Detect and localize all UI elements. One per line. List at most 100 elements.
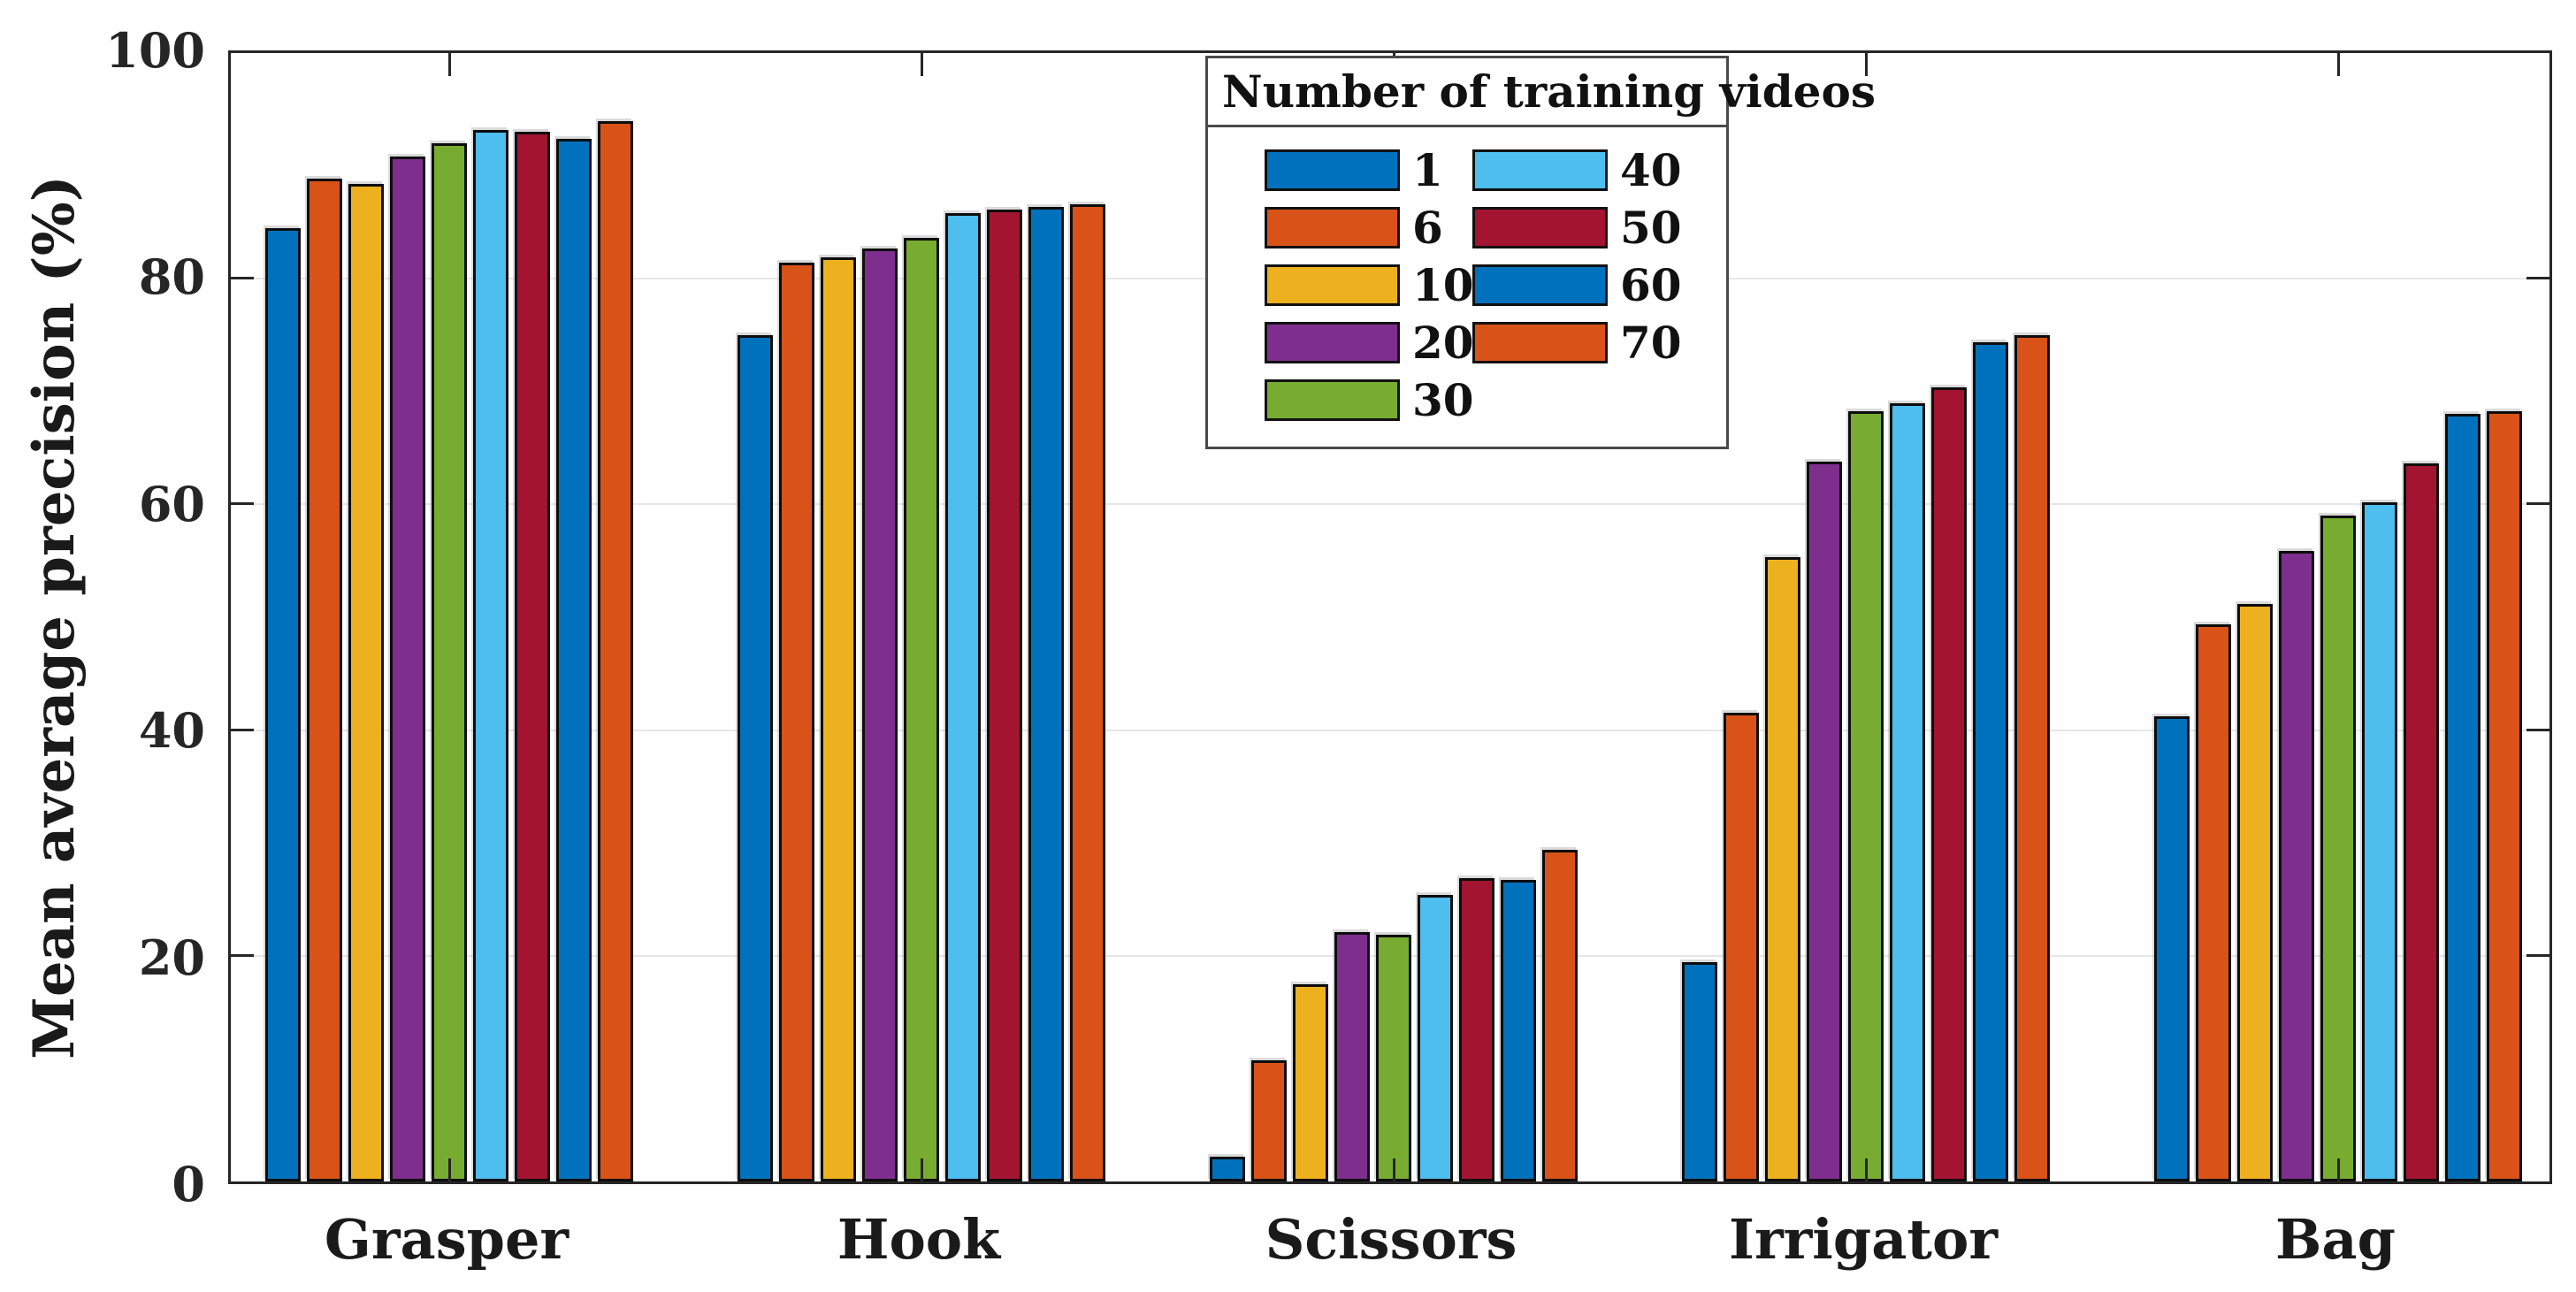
legend-swatch xyxy=(1265,379,1400,421)
legend-item-70: 70 xyxy=(1472,314,1717,371)
y-tick-label: 100 xyxy=(105,22,205,79)
legend-swatch xyxy=(1265,149,1400,191)
bar-hook-10 xyxy=(821,256,856,1181)
bar-bag-20 xyxy=(2279,550,2314,1181)
y-tick-label: 40 xyxy=(138,702,205,760)
y-tick-mark xyxy=(2526,728,2549,731)
bar-irrigator-6 xyxy=(1724,713,1759,1181)
legend-items: 1 6 10 20 30 40 50 60 70 xyxy=(1208,127,1726,447)
bar-scissors-60 xyxy=(1501,880,1536,1181)
bar-hook-50 xyxy=(987,210,1022,1181)
legend-item-label: 20 xyxy=(1412,317,1474,369)
bar-hook-70 xyxy=(1070,203,1105,1181)
x-tick-mark xyxy=(448,53,451,76)
gridline xyxy=(231,729,2549,731)
category-label-grasper: Grasper xyxy=(324,1207,569,1272)
bar-bag-40 xyxy=(2362,501,2397,1181)
legend-item-label: 50 xyxy=(1620,202,1682,254)
x-tick-mark xyxy=(2337,53,2340,76)
legend-item-1: 1 xyxy=(1265,141,1472,199)
legend-item-label: 1 xyxy=(1412,144,1443,196)
y-axis-label: Mean average precision (%) xyxy=(21,175,88,1059)
bar-grasper-70 xyxy=(598,120,633,1181)
legend-item-label: 10 xyxy=(1412,259,1474,311)
bar-hook-30 xyxy=(904,238,939,1181)
bar-hook-20 xyxy=(862,248,898,1181)
gridline xyxy=(231,503,2549,506)
bar-bag-70 xyxy=(2487,410,2522,1181)
legend-swatch xyxy=(1472,149,1608,191)
x-tick-mark xyxy=(2337,1158,2340,1181)
y-tick-mark xyxy=(2526,953,2549,957)
bar-scissors-50 xyxy=(1459,877,1494,1181)
category-label-hook: Hook xyxy=(837,1207,1001,1272)
bar-scissors-1 xyxy=(1210,1156,1245,1181)
legend-item-60: 60 xyxy=(1472,256,1717,314)
y-tick-mark xyxy=(2526,277,2549,280)
bar-hook-6 xyxy=(779,263,814,1181)
category-label-bag: Bag xyxy=(2275,1207,2396,1272)
y-tick-label: 20 xyxy=(138,929,205,986)
bar-hook-40 xyxy=(945,213,981,1181)
bar-hook-1 xyxy=(738,335,773,1181)
category-label-irrigator: Irrigator xyxy=(1728,1207,1999,1272)
bar-grasper-20 xyxy=(390,157,425,1181)
bar-grasper-50 xyxy=(515,132,550,1181)
legend-item-label: 6 xyxy=(1412,202,1443,254)
legend-item-label: 70 xyxy=(1620,317,1682,369)
legend-item-label: 30 xyxy=(1412,374,1474,426)
bar-irrigator-60 xyxy=(1973,341,2008,1181)
bar-group-hook xyxy=(738,53,1105,1181)
y-tick-mark xyxy=(231,728,254,731)
legend-swatch xyxy=(1472,322,1608,363)
bar-irrigator-30 xyxy=(1848,410,1884,1181)
bar-irrigator-40 xyxy=(1890,402,1925,1181)
bar-grasper-6 xyxy=(307,178,342,1181)
legend-item-30: 30 xyxy=(1265,371,1474,429)
bar-bag-60 xyxy=(2445,414,2480,1181)
y-tick-label: 80 xyxy=(138,248,205,306)
x-tick-mark xyxy=(1865,53,1868,76)
bar-grasper-40 xyxy=(473,129,508,1181)
y-tick-mark xyxy=(2526,502,2549,506)
legend-swatch xyxy=(1265,264,1400,306)
legend-swatch xyxy=(1265,207,1400,248)
bar-group-grasper xyxy=(265,53,633,1181)
y-tick-label: 0 xyxy=(172,1156,205,1212)
bar-scissors-10 xyxy=(1293,983,1328,1181)
bar-scissors-30 xyxy=(1376,934,1411,1181)
bar-hook-60 xyxy=(1028,206,1064,1181)
y-tick-mark xyxy=(231,953,254,957)
bar-irrigator-1 xyxy=(1682,962,1717,1181)
x-tick-mark xyxy=(1393,1158,1395,1181)
bar-group-scissors xyxy=(1210,53,1578,1181)
x-tick-mark xyxy=(1865,1158,1868,1181)
legend-item-40: 40 xyxy=(1472,141,1717,199)
legend-item-10: 10 xyxy=(1265,256,1474,314)
x-tick-mark xyxy=(921,53,923,76)
bar-grasper-10 xyxy=(348,184,384,1181)
bar-group-irrigator xyxy=(1682,53,2050,1181)
bar-bag-30 xyxy=(2320,516,2356,1181)
y-tick-label: 60 xyxy=(138,475,205,532)
x-tick-mark xyxy=(921,1158,923,1181)
y-tick-mark xyxy=(231,277,254,280)
bar-scissors-40 xyxy=(1418,894,1453,1181)
bar-scissors-20 xyxy=(1334,932,1370,1181)
legend-item-6: 6 xyxy=(1265,199,1472,256)
bar-bag-6 xyxy=(2196,623,2231,1181)
category-label-scissors: Scissors xyxy=(1265,1207,1517,1272)
bar-bag-50 xyxy=(2404,463,2439,1181)
bar-scissors-6 xyxy=(1251,1060,1287,1181)
legend-item-50: 50 xyxy=(1472,199,1717,256)
bar-bag-10 xyxy=(2237,603,2273,1181)
bar-irrigator-20 xyxy=(1807,461,1842,1181)
legend: Number of training videos 1 6 10 20 30 40 50 60… xyxy=(1205,56,1876,449)
y-tick-mark xyxy=(231,502,254,506)
legend-item-label: 40 xyxy=(1620,144,1682,196)
bar-grasper-60 xyxy=(556,138,592,1181)
legend-swatch xyxy=(1472,264,1608,306)
bar-grasper-30 xyxy=(432,143,467,1181)
bar-irrigator-70 xyxy=(2014,335,2050,1181)
